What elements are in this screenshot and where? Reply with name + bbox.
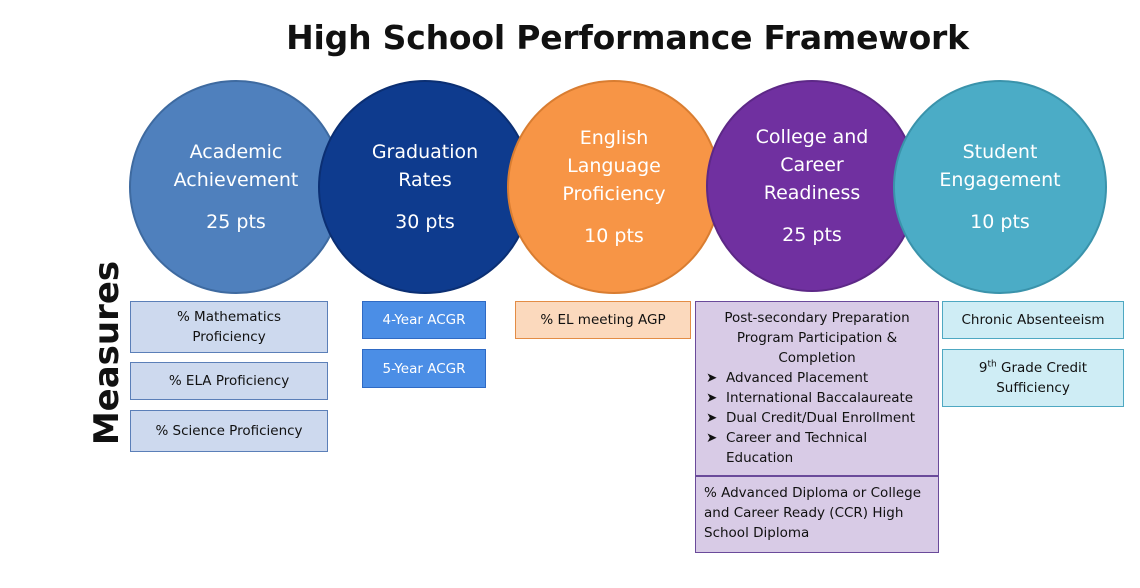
category-label: Student Engagement bbox=[939, 141, 1061, 191]
credit-text: Grade Credit Sufficiency bbox=[996, 360, 1088, 396]
measure-9th-grade-credit: 9th Grade Credit Sufficiency bbox=[942, 349, 1124, 407]
list-item: ➤ Advanced Placement bbox=[704, 368, 930, 388]
grade-number: 9 bbox=[978, 360, 988, 376]
arrow-bullet-icon: ➤ bbox=[706, 390, 718, 406]
category-college-career-readiness: College and Career Readiness 25 pts bbox=[706, 80, 918, 292]
measure-text: % Science Proficiency bbox=[155, 423, 303, 439]
arrow-bullet-icon: ➤ bbox=[706, 430, 718, 446]
measure-text: % Mathematics Proficiency bbox=[176, 309, 282, 345]
list-item-text: Dual Credit/Dual Enrollment bbox=[726, 410, 916, 426]
category-points: 10 pts bbox=[970, 211, 1030, 233]
category-english-language-proficiency: English Language Proficiency 10 pts bbox=[507, 80, 721, 294]
measure-el-meeting-agp: % EL meeting AGP bbox=[515, 301, 691, 339]
measure-postsecondary-preparation: Post-secondary Preparation Program Parti… bbox=[695, 301, 939, 476]
measure-text: % EL meeting AGP bbox=[540, 312, 666, 328]
measure-math-proficiency: % Mathematics Proficiency bbox=[130, 301, 328, 353]
measure-text: % ELA Proficiency bbox=[168, 373, 290, 389]
grade-ordinal: th bbox=[987, 359, 997, 370]
measure-text: % Advanced Diploma or College and Career… bbox=[704, 485, 922, 541]
list-item-text: Career and Technical Education bbox=[726, 430, 868, 466]
list-item: ➤ International Baccalaureate bbox=[704, 388, 930, 408]
category-label: English Language Proficiency bbox=[562, 127, 666, 205]
measures-label-text: Measures bbox=[87, 260, 127, 446]
measure-program-list: ➤ Advanced Placement ➤ International Bacca… bbox=[704, 368, 930, 468]
list-item-text: International Baccalaureate bbox=[726, 390, 914, 406]
measure-ela-proficiency: % ELA Proficiency bbox=[130, 362, 328, 400]
category-points: 25 pts bbox=[782, 224, 842, 246]
list-item: ➤ Dual Credit/Dual Enrollment bbox=[704, 408, 930, 428]
measure-heading: Post-secondary Preparation Program Parti… bbox=[724, 310, 910, 366]
measure-text: 9th Grade Credit Sufficiency bbox=[968, 358, 1098, 398]
arrow-bullet-icon: ➤ bbox=[706, 410, 718, 426]
category-points: 30 pts bbox=[395, 211, 455, 233]
measure-chronic-absenteeism: Chronic Absenteeism bbox=[942, 301, 1124, 339]
measure-text: Chronic Absenteeism bbox=[961, 312, 1105, 328]
category-label: Graduation Rates bbox=[371, 141, 479, 191]
measure-4-year-acgr: 4-Year ACGR bbox=[362, 301, 486, 339]
list-item-text: Advanced Placement bbox=[726, 370, 869, 386]
arrow-bullet-icon: ➤ bbox=[706, 370, 718, 386]
category-graduation-rates: Graduation Rates 30 pts bbox=[318, 80, 532, 294]
measure-advanced-diploma: % Advanced Diploma or College and Career… bbox=[695, 476, 939, 553]
category-label: College and Career Readiness bbox=[755, 126, 869, 204]
category-student-engagement: Student Engagement 10 pts bbox=[893, 80, 1107, 294]
measure-text: 5-Year ACGR bbox=[382, 360, 466, 377]
category-points: 10 pts bbox=[584, 225, 644, 247]
category-points: 25 pts bbox=[206, 211, 266, 233]
category-academic-achievement: Academic Achievement 25 pts bbox=[129, 80, 343, 294]
category-label: Academic Achievement bbox=[173, 141, 299, 191]
page-title: High School Performance Framework bbox=[286, 18, 969, 57]
measure-science-proficiency: % Science Proficiency bbox=[130, 410, 328, 452]
list-item: ➤ Career and Technical Education bbox=[704, 428, 930, 468]
measure-text: 4-Year ACGR bbox=[382, 312, 466, 328]
measure-5-year-acgr: 5-Year ACGR bbox=[362, 349, 486, 388]
